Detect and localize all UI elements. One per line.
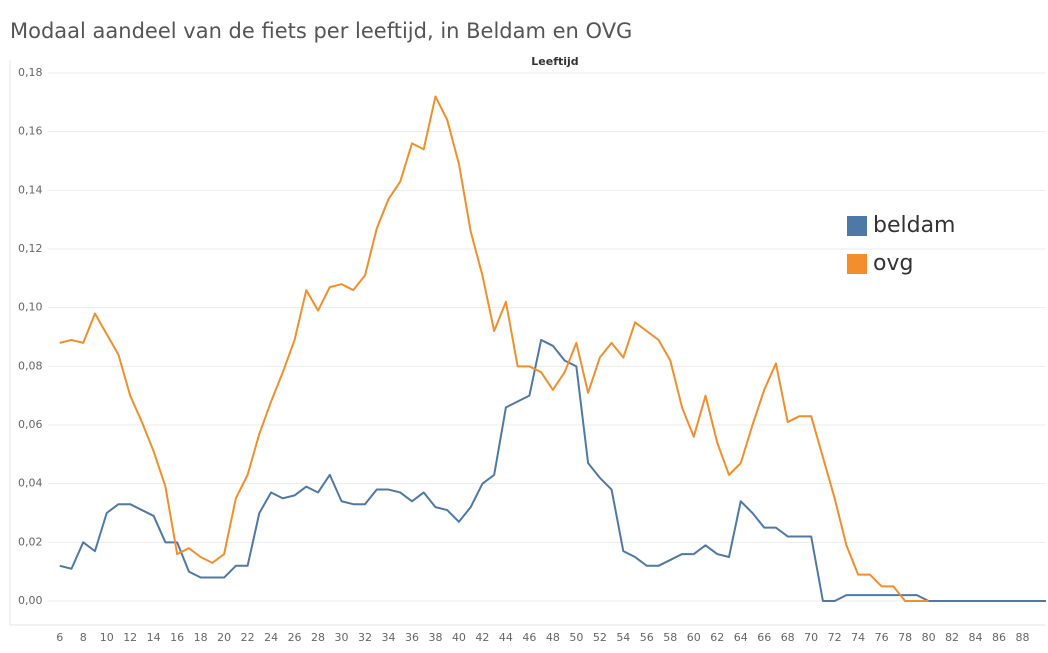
x-tick-label: 16 bbox=[170, 631, 184, 644]
x-tick-label: 64 bbox=[734, 631, 748, 644]
y-tick-label: 0,16 bbox=[18, 125, 43, 138]
x-tick-label: 84 bbox=[969, 631, 983, 644]
x-tick-label: 66 bbox=[757, 631, 771, 644]
x-tick-label: 72 bbox=[828, 631, 842, 644]
x-tick-label: 86 bbox=[992, 631, 1006, 644]
x-tick-label: 24 bbox=[264, 631, 278, 644]
x-axis-title: Leeftijd bbox=[531, 55, 578, 68]
x-tick-label: 34 bbox=[381, 631, 395, 644]
x-tick-label: 30 bbox=[335, 631, 349, 644]
x-tick-label: 76 bbox=[875, 631, 889, 644]
x-tick-label: 26 bbox=[288, 631, 302, 644]
x-tick-label: 44 bbox=[499, 631, 513, 644]
x-tick-label: 70 bbox=[804, 631, 818, 644]
x-tick-label: 54 bbox=[616, 631, 630, 644]
line-series bbox=[59, 338, 1046, 602]
x-tick-label: 14 bbox=[147, 631, 161, 644]
legend-label: beldam bbox=[873, 213, 956, 238]
legend-swatch bbox=[847, 216, 867, 236]
y-tick-label: 0,00 bbox=[18, 594, 43, 607]
x-tick-label: 32 bbox=[358, 631, 372, 644]
x-tick-label: 50 bbox=[569, 631, 583, 644]
y-tick-label: 0,14 bbox=[18, 183, 43, 196]
x-tick-label: 62 bbox=[710, 631, 724, 644]
x-tick-label: 28 bbox=[311, 631, 325, 644]
y-tick-label: 0,02 bbox=[18, 535, 43, 548]
line-series bbox=[59, 95, 929, 602]
x-tick-label: 88 bbox=[1016, 631, 1030, 644]
legend-swatch bbox=[847, 254, 867, 274]
x-tick-label: 38 bbox=[428, 631, 442, 644]
legend-label: ovg bbox=[873, 251, 913, 276]
x-tick-label: 58 bbox=[663, 631, 677, 644]
y-tick-label: 0,04 bbox=[18, 477, 43, 490]
y-tick-label: 0,06 bbox=[18, 418, 43, 431]
x-tick-label: 20 bbox=[217, 631, 231, 644]
x-tick-label: 8 bbox=[80, 631, 87, 644]
y-tick-label: 0,12 bbox=[18, 242, 43, 255]
x-tick-label: 68 bbox=[781, 631, 795, 644]
x-tick-label: 48 bbox=[546, 631, 560, 644]
x-tick-label: 40 bbox=[452, 631, 466, 644]
y-tick-label: 0,18 bbox=[18, 66, 43, 79]
x-tick-label: 80 bbox=[922, 631, 936, 644]
x-tick-label: 56 bbox=[640, 631, 654, 644]
x-tick-label: 36 bbox=[405, 631, 419, 644]
x-tick-label: 10 bbox=[100, 631, 114, 644]
chart-title: Modaal aandeel van de fiets per leeftijd… bbox=[10, 19, 632, 43]
y-tick-label: 0,10 bbox=[18, 301, 43, 314]
x-tick-label: 52 bbox=[593, 631, 607, 644]
x-tick-label: 82 bbox=[945, 631, 959, 644]
x-tick-label: 74 bbox=[851, 631, 865, 644]
x-tick-label: 42 bbox=[475, 631, 489, 644]
x-tick-label: 78 bbox=[898, 631, 912, 644]
x-tick-label: 18 bbox=[194, 631, 208, 644]
x-tick-label: 22 bbox=[241, 631, 255, 644]
x-tick-label: 60 bbox=[687, 631, 701, 644]
x-tick-label: 6 bbox=[56, 631, 63, 644]
y-tick-label: 0,08 bbox=[18, 359, 43, 372]
x-tick-label: 12 bbox=[123, 631, 137, 644]
x-tick-label: 46 bbox=[522, 631, 536, 644]
